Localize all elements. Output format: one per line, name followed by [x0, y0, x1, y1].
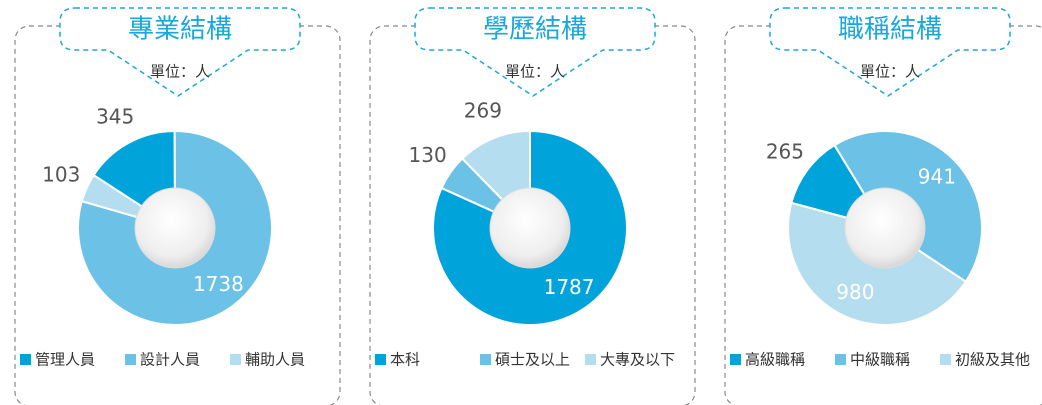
chart-title: 學歷結構	[483, 15, 587, 45]
legend-label: 本科	[390, 351, 420, 369]
data-label: 980	[836, 280, 874, 304]
data-label: 269	[464, 99, 502, 123]
data-label: 1738	[193, 272, 244, 296]
legend-swatch	[480, 354, 491, 365]
legend-swatch	[20, 354, 31, 365]
legend-label: 大專及以下	[600, 351, 675, 369]
legend-label: 碩士及以上	[495, 351, 570, 369]
chart-subtitle: 單位：人	[505, 63, 565, 81]
data-label: 130	[409, 143, 447, 167]
legend-swatch	[730, 354, 741, 365]
legend-swatch	[940, 354, 951, 365]
legend-label: 初級及其他	[955, 351, 1030, 369]
legend-label: 高級職稱	[745, 351, 805, 369]
title-callout	[414, 7, 656, 97]
legend-swatch	[835, 354, 846, 365]
legend-swatch	[230, 354, 241, 365]
chart-subtitle: 單位：人	[150, 63, 210, 81]
data-label: 941	[918, 165, 956, 189]
chart-subtitle: 單位：人	[860, 63, 920, 81]
chart-title: 專業結構	[128, 15, 232, 45]
legend-swatch	[585, 354, 596, 365]
data-label: 103	[42, 163, 80, 187]
legend-label: 輔助人員	[245, 351, 305, 369]
data-label: 345	[96, 105, 134, 129]
legend-label: 中級職稱	[850, 351, 910, 369]
data-label: 1787	[544, 275, 595, 299]
donut-hub	[844, 187, 926, 269]
title-callout	[59, 7, 301, 97]
pie-slice	[432, 129, 628, 326]
legend-label: 設計人員	[140, 351, 200, 369]
legend-swatch	[375, 354, 386, 365]
legend-label: 管理人員	[35, 351, 95, 369]
chart-title: 職稱結構	[838, 15, 942, 45]
title-callout	[769, 7, 1011, 97]
donut-hub	[134, 187, 216, 269]
donut-hub	[489, 187, 571, 269]
legend-swatch	[125, 354, 136, 365]
data-label: 265	[766, 140, 804, 164]
